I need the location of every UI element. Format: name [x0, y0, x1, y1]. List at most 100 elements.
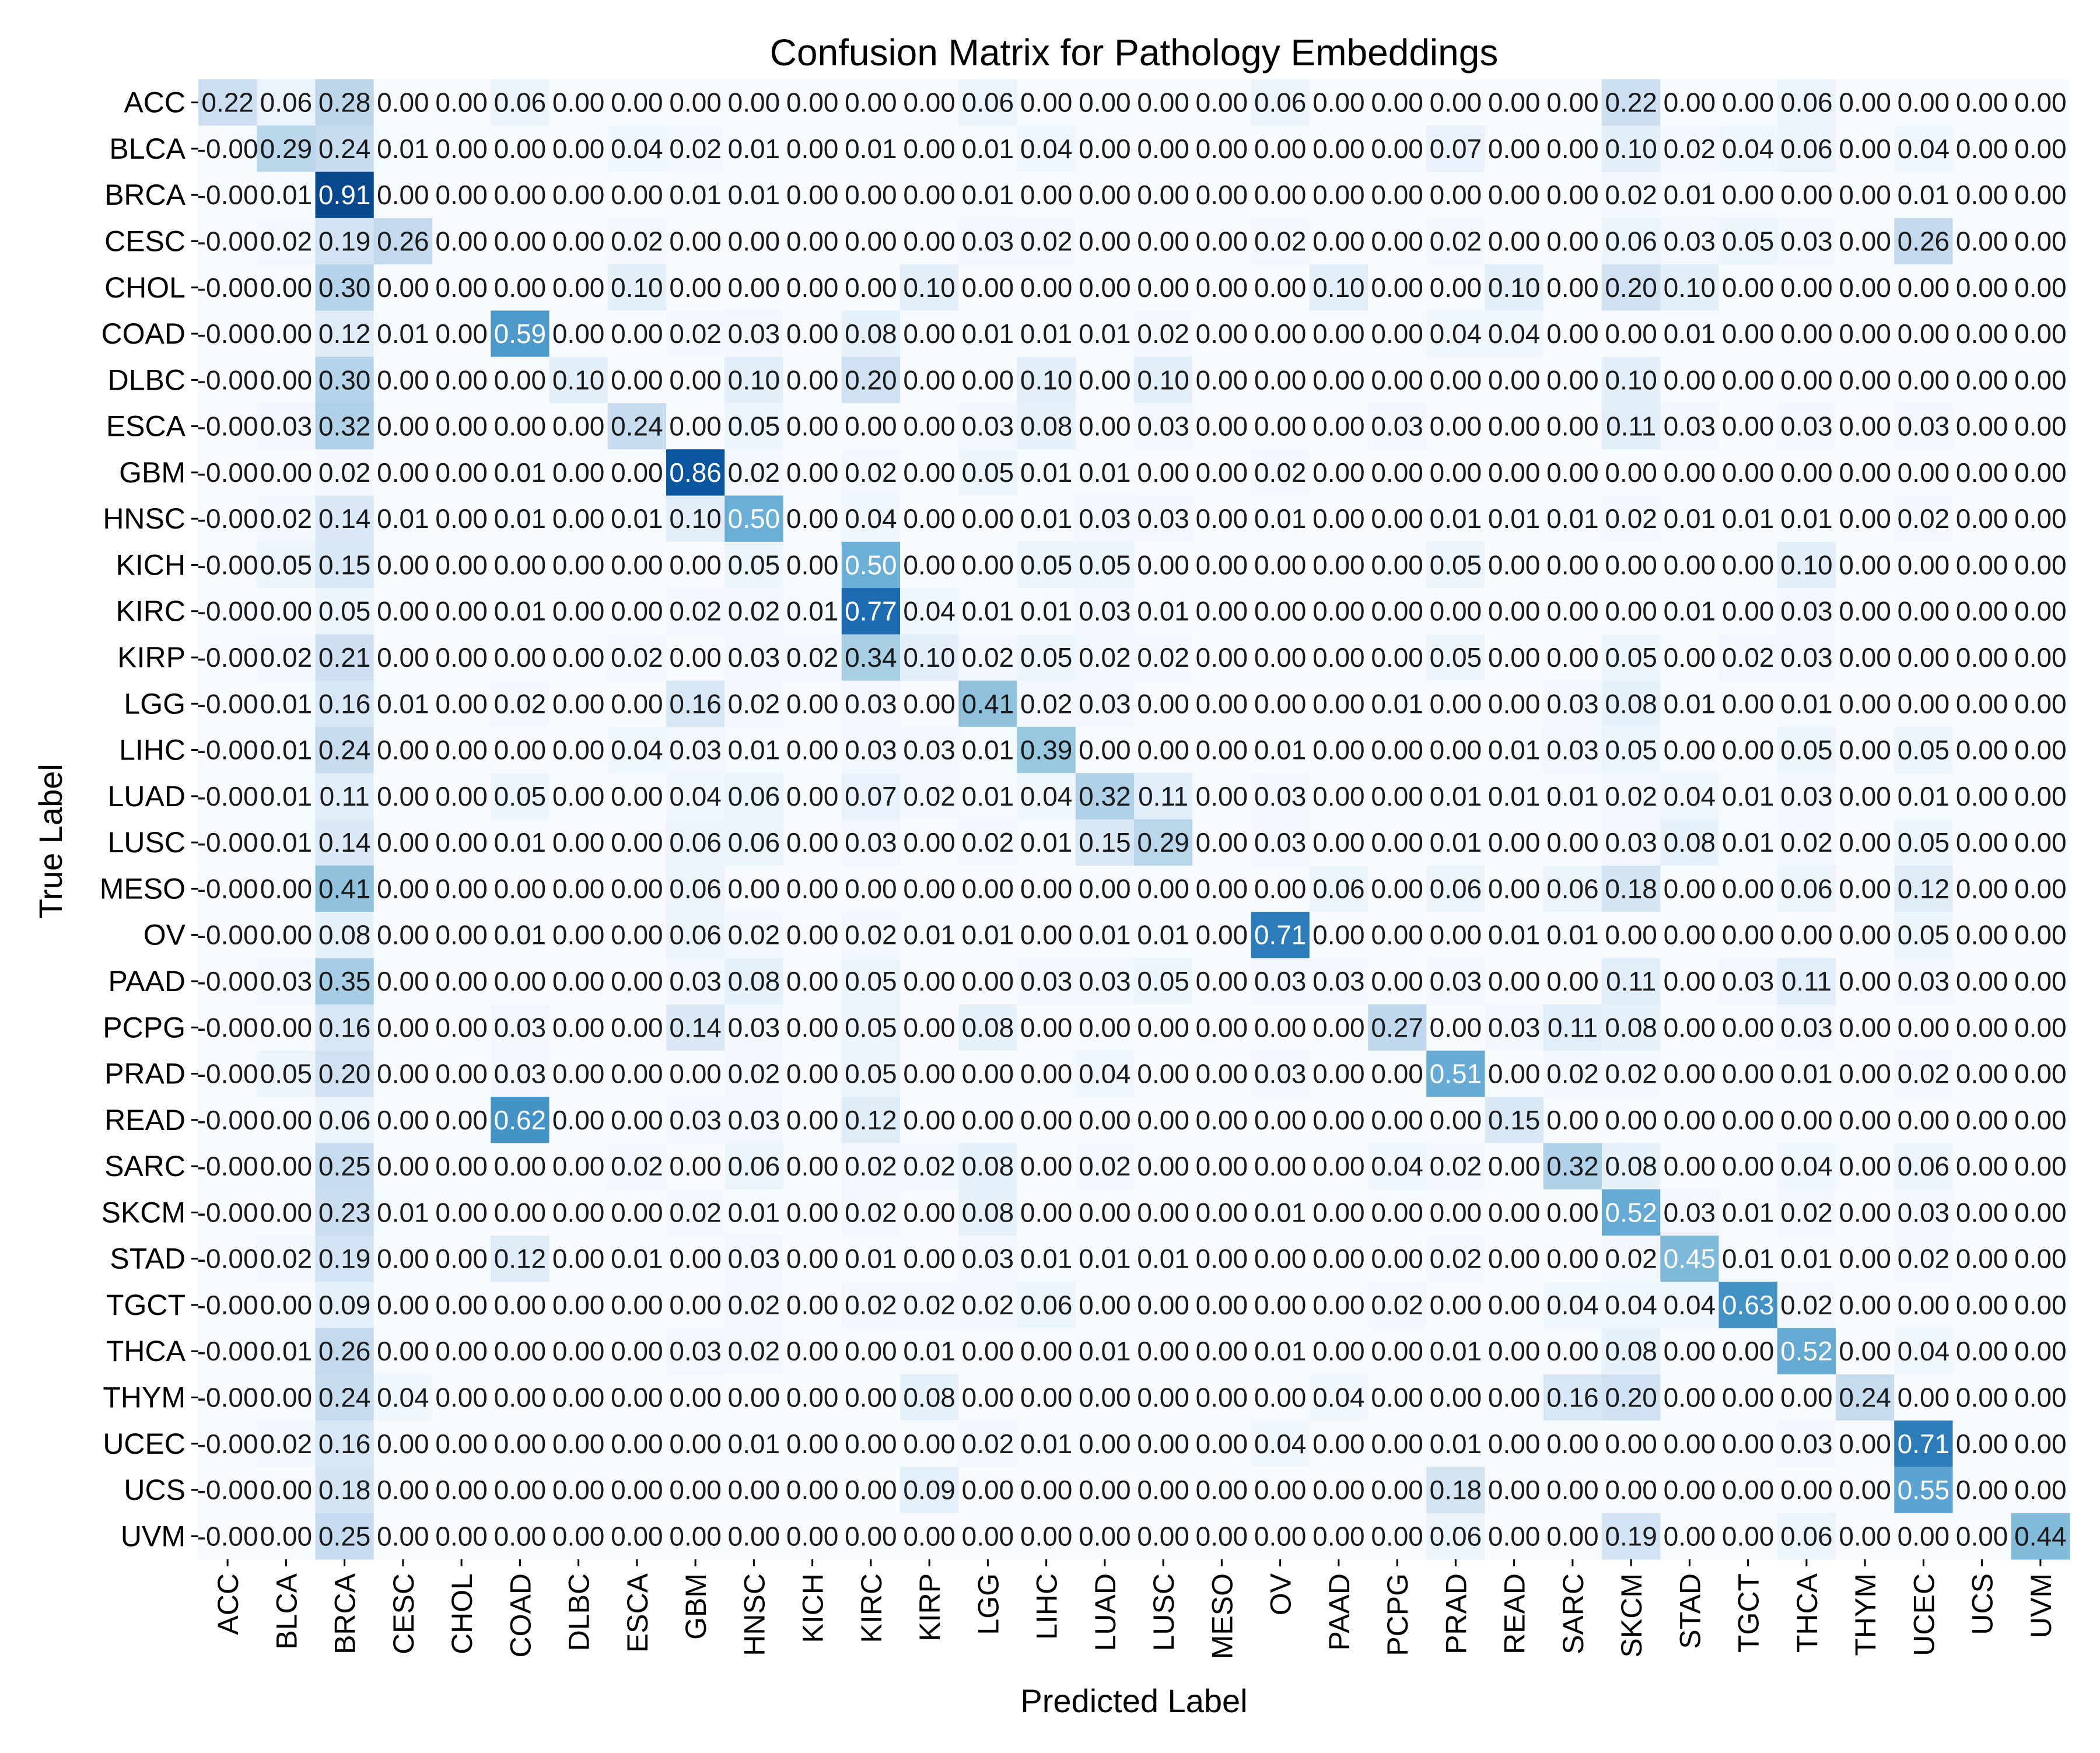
cell-value-label: 0.00 — [435, 688, 488, 719]
heatmap-cell — [783, 264, 842, 312]
cell-value-label: 0.00 — [2014, 272, 2067, 303]
cell-value-label: 0.00 — [1839, 873, 1891, 904]
heatmap-cell — [841, 634, 901, 681]
cell-value-label: 0.03 — [1254, 1059, 1307, 1089]
cell-value-label: 0.03 — [1079, 966, 1131, 996]
cell-value-label: 0.50 — [728, 503, 780, 534]
cell-value-label: -0.00 — [197, 873, 258, 904]
cell-value-label: 0.05 — [1898, 735, 1950, 765]
cell-value-label: 0.00 — [903, 1059, 956, 1089]
heatmap-cell — [958, 541, 1018, 589]
cell-value-label: 0.00 — [377, 1012, 429, 1042]
cell-value-label: 0.01 — [260, 180, 313, 210]
cell-value-label: 0.00 — [552, 1429, 605, 1459]
cell-value-label: 0.00 — [786, 735, 839, 765]
cell-value-label: 0.00 — [1079, 180, 1131, 210]
heatmap-cell — [1660, 310, 1720, 358]
cell-value-label: 0.00 — [1546, 966, 1599, 996]
cell-value-label: 0.00 — [435, 1012, 488, 1042]
heatmap-cell — [900, 79, 959, 126]
cell-value-label: 0.00 — [611, 1290, 663, 1320]
cell-value-label: 0.00 — [1488, 1383, 1541, 1413]
y-tick-label: UCEC — [103, 1427, 186, 1460]
cell-value-label: 0.00 — [2014, 411, 2067, 442]
heatmap-cell — [1426, 125, 1486, 173]
heatmap-cell — [1368, 403, 1427, 450]
cell-value-label: 0.06 — [669, 873, 722, 904]
cell-value-label: 0.52 — [1605, 1197, 1657, 1227]
heatmap-cell — [491, 356, 550, 404]
y-tick-label: LGG — [124, 687, 186, 720]
cell-value-label: 0.03 — [845, 688, 897, 719]
heatmap-cell — [373, 495, 433, 543]
cell-value-label: -0.00 — [197, 1336, 258, 1366]
heatmap-cell — [724, 125, 784, 173]
heatmap-cell — [1777, 356, 1836, 404]
cell-value-label: 0.00 — [552, 920, 605, 950]
cell-value-label: 0.00 — [1839, 319, 1891, 349]
heatmap-cell — [1251, 449, 1310, 496]
cell-value-label: 0.00 — [1079, 411, 1131, 442]
cell-value-label: 0.00 — [1722, 411, 1774, 442]
cell-value-label: 0.00 — [1137, 1521, 1189, 1551]
cell-value-label: 0.11 — [1548, 1012, 1598, 1042]
cell-value-label: 0.00 — [669, 272, 722, 303]
heatmap-cell — [1368, 218, 1427, 265]
cell-value-label: -0.00 — [197, 688, 258, 719]
heatmap-cell — [1836, 541, 1895, 589]
cell-value-label: 0.00 — [1664, 457, 1716, 488]
cell-value-label: 0.00 — [2014, 1290, 2067, 1320]
cell-value-label: 0.00 — [1956, 1429, 2008, 1459]
cell-value-label: 0.00 — [1839, 1429, 1891, 1459]
cell-value-label: 0.41 — [318, 873, 371, 904]
y-tick-label: DLBC — [108, 363, 186, 396]
x-tick-label: PCPG — [1381, 1573, 1414, 1656]
cell-value-label: 0.04 — [377, 1383, 429, 1413]
cell-value-label: 0.00 — [1312, 319, 1365, 349]
cell-value-label: 0.01 — [845, 1244, 897, 1274]
cell-value-label: -0.00 — [197, 827, 258, 858]
heatmap-cell — [315, 449, 374, 496]
cell-value-label: 0.02 — [1664, 134, 1716, 164]
cell-value-label: 0.00 — [2014, 180, 2067, 210]
cell-value-label: 0.03 — [669, 735, 722, 765]
cell-value-label: 0.10 — [1664, 272, 1716, 303]
cell-value-label: 0.00 — [786, 457, 839, 488]
heatmap-cell — [1777, 310, 1836, 358]
heatmap-cell — [1777, 125, 1836, 173]
cell-value-label: 0.00 — [669, 1475, 722, 1505]
heatmap-cell — [257, 264, 316, 312]
cell-value-label: 0.00 — [552, 134, 605, 164]
cell-value-label: 0.02 — [903, 1151, 956, 1181]
heatmap-cell — [1251, 125, 1310, 173]
cell-value-label: 0.03 — [845, 827, 897, 858]
heatmap-cell — [549, 541, 608, 589]
heatmap-cell — [432, 79, 491, 126]
cell-value-label: 0.00 — [377, 827, 429, 858]
heatmap-cell — [1017, 634, 1076, 681]
cell-value-label: 0.59 — [494, 319, 547, 349]
cell-value-label: 0.00 — [2014, 1244, 2067, 1274]
cell-value-label: 0.00 — [669, 550, 722, 580]
heatmap-cell — [1718, 634, 1778, 681]
heatmap-cell — [1192, 541, 1252, 589]
heatmap-cell — [1426, 634, 1486, 681]
cell-value-label: 0.00 — [2014, 226, 2067, 256]
cell-value-label: 0.01 — [786, 596, 839, 627]
cell-value-label: 0.00 — [1371, 180, 1423, 210]
heatmap-cell — [666, 634, 725, 681]
heatmap-cell — [1309, 264, 1368, 312]
cell-value-label: 0.00 — [1079, 272, 1131, 303]
cell-value-label: 0.00 — [435, 1244, 488, 1274]
cell-value-label: 0.00 — [1020, 88, 1073, 118]
cell-value-label: 0.00 — [1605, 457, 1657, 488]
heatmap-cell — [1952, 125, 2012, 173]
heatmap-cell — [607, 310, 667, 358]
heatmap-cell — [1660, 264, 1720, 312]
cell-value-label: 0.00 — [1546, 319, 1599, 349]
heatmap-cell — [1660, 125, 1720, 173]
cell-value-label: 0.00 — [1722, 1521, 1774, 1551]
cell-value-label: 0.00 — [552, 503, 605, 534]
heatmap-cell — [958, 310, 1018, 358]
cell-value-label: 0.00 — [903, 365, 956, 395]
